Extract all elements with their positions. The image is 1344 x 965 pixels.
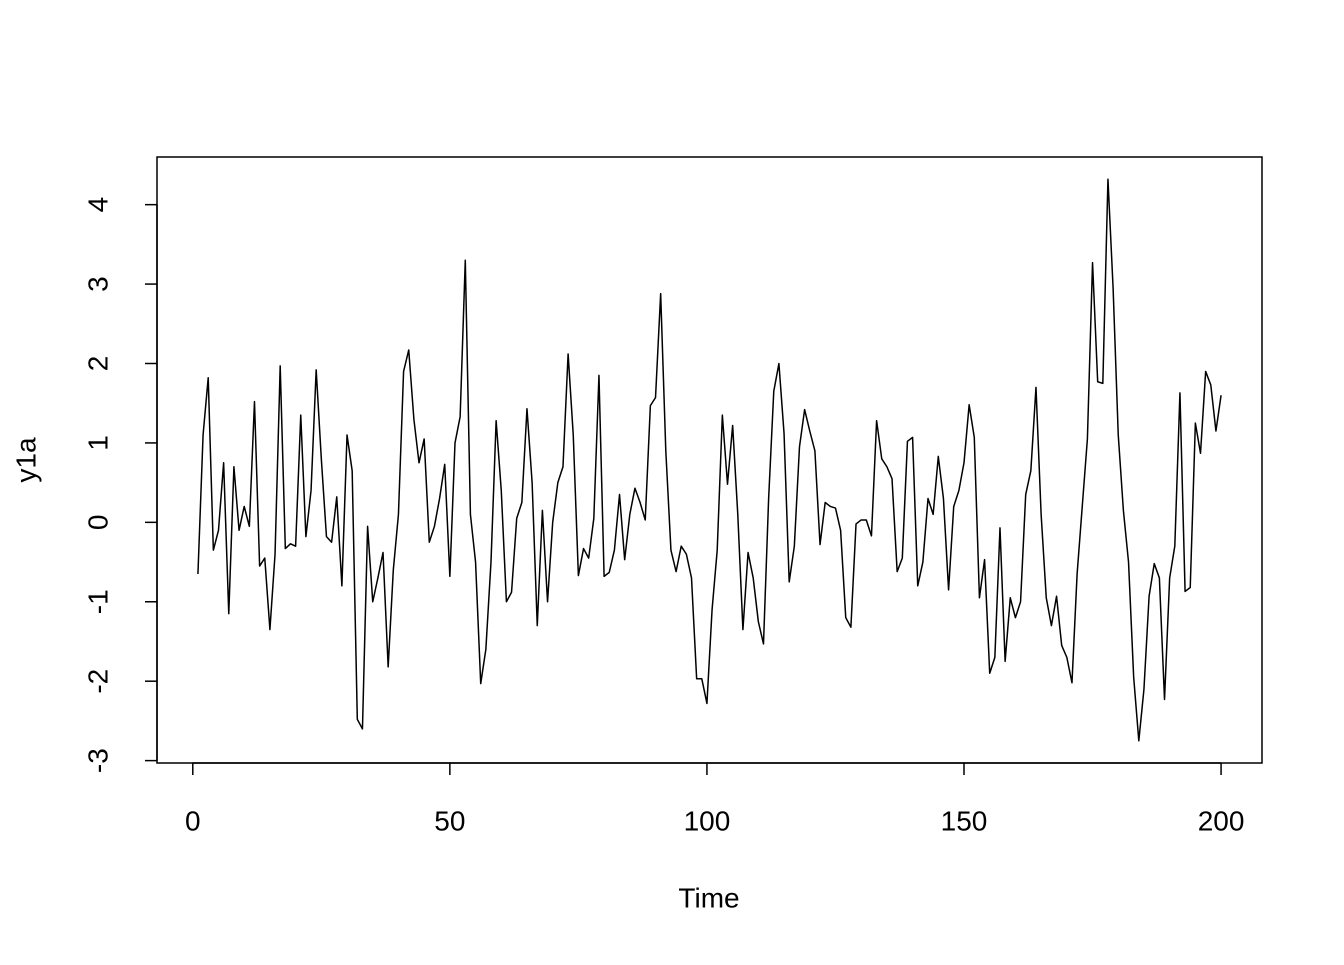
plot-box xyxy=(156,156,1263,764)
data-line xyxy=(197,178,1222,742)
y-tick-label: 2 xyxy=(82,356,113,372)
x-tick-label: 50 xyxy=(434,805,465,836)
y-tick-label: 4 xyxy=(82,197,113,213)
x-axis-label: Time xyxy=(678,882,739,913)
y-axis-label: y1a xyxy=(10,437,41,483)
x-tick-label: 200 xyxy=(1198,805,1245,836)
y-tick-label: -1 xyxy=(82,589,113,614)
x-tick-label: 150 xyxy=(941,805,988,836)
x-tick-label: 100 xyxy=(684,805,731,836)
y-tick-label: -3 xyxy=(82,748,113,773)
y-tick-label: -2 xyxy=(82,669,113,694)
y-tick-label: 1 xyxy=(82,435,113,451)
y-tick-label: 0 xyxy=(82,515,113,531)
y-tick-label: 3 xyxy=(82,276,113,292)
x-tick-label: 0 xyxy=(185,805,201,836)
